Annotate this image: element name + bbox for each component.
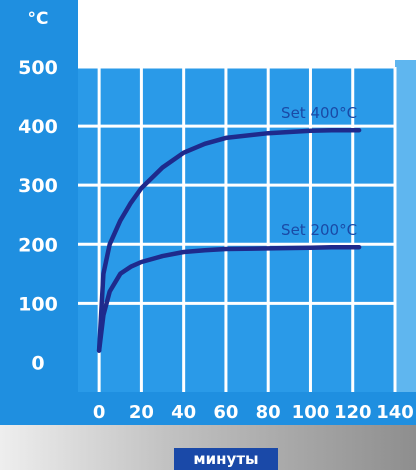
x-tick-label: 40 [171,402,196,423]
y-tick-label: 200 [18,234,58,256]
plot-area [78,67,395,392]
series-label-1: Set 400°C [281,104,357,122]
bottom-axis-panel [78,392,416,425]
y-unit-label: °C [28,9,49,29]
x-tick-label: 80 [256,402,281,423]
x-tick-label: 20 [129,402,154,423]
y-tick-label: 0 [31,352,44,374]
y-tick-label: 300 [18,175,58,197]
x-tick-label: 60 [213,402,238,423]
y-tick-label: 100 [18,293,58,315]
right-fade [395,60,416,392]
series-label-2: Set 200°C [281,221,357,239]
x-tick-label: 0 [93,402,106,423]
x-tick-label: 100 [292,402,330,423]
y-tick-label: 400 [18,116,58,138]
x-axis-label: минуты [174,448,278,470]
series-line-2 [96,244,362,353]
left-axis-panel [0,0,78,425]
series-line-1 [96,127,362,353]
x-tick-label: 120 [334,402,372,423]
x-tick-label: 140 [376,402,414,423]
y-tick-label: 500 [18,57,58,79]
